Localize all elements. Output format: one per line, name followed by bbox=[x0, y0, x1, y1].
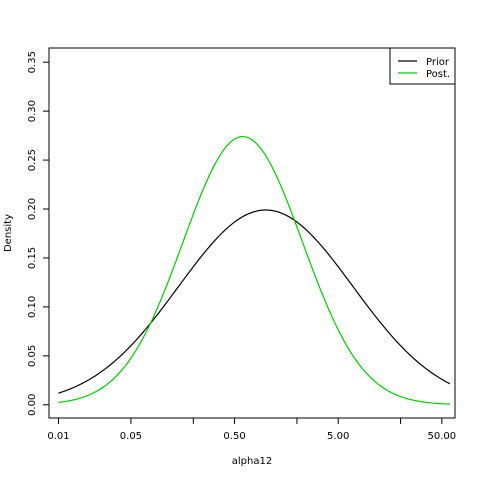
x-axis-label: alpha12 bbox=[232, 456, 272, 467]
x-tick-label: 50.00 bbox=[428, 431, 457, 442]
y-tick-label: 0.00 bbox=[27, 394, 38, 416]
x-tick-label: 0.05 bbox=[120, 431, 142, 442]
y-axis: 0.00 0.05 0.10 0.15 0.20 0.25 0.30 0.35 bbox=[27, 51, 49, 416]
series-layer bbox=[58, 135, 451, 405]
y-axis-label: Density bbox=[3, 214, 14, 252]
posterior-curve bbox=[58, 135, 451, 405]
y-tick-label: 0.20 bbox=[27, 198, 38, 220]
y-tick-label: 0.10 bbox=[27, 296, 38, 318]
x-axis: 0.01 0.05 0.50 5.00 50.00 bbox=[47, 418, 456, 442]
legend: Prior Post. bbox=[389, 47, 456, 85]
plot-frame bbox=[48, 47, 456, 419]
x-tick-label: 0.01 bbox=[47, 431, 69, 442]
y-tick-label: 0.30 bbox=[27, 100, 38, 122]
legend-label-prior: Prior bbox=[426, 57, 450, 68]
y-tick-label: 0.25 bbox=[27, 149, 38, 171]
y-tick-label: 0.05 bbox=[27, 345, 38, 367]
legend-box bbox=[389, 47, 456, 85]
y-tick-label: 0.15 bbox=[27, 247, 38, 269]
y-tick-label: 0.35 bbox=[27, 51, 38, 73]
x-tick-label: 5.00 bbox=[327, 431, 349, 442]
prior-curve bbox=[58, 209, 451, 394]
x-tick-label: 0.50 bbox=[223, 431, 245, 442]
legend-label-post: Post. bbox=[426, 69, 450, 80]
